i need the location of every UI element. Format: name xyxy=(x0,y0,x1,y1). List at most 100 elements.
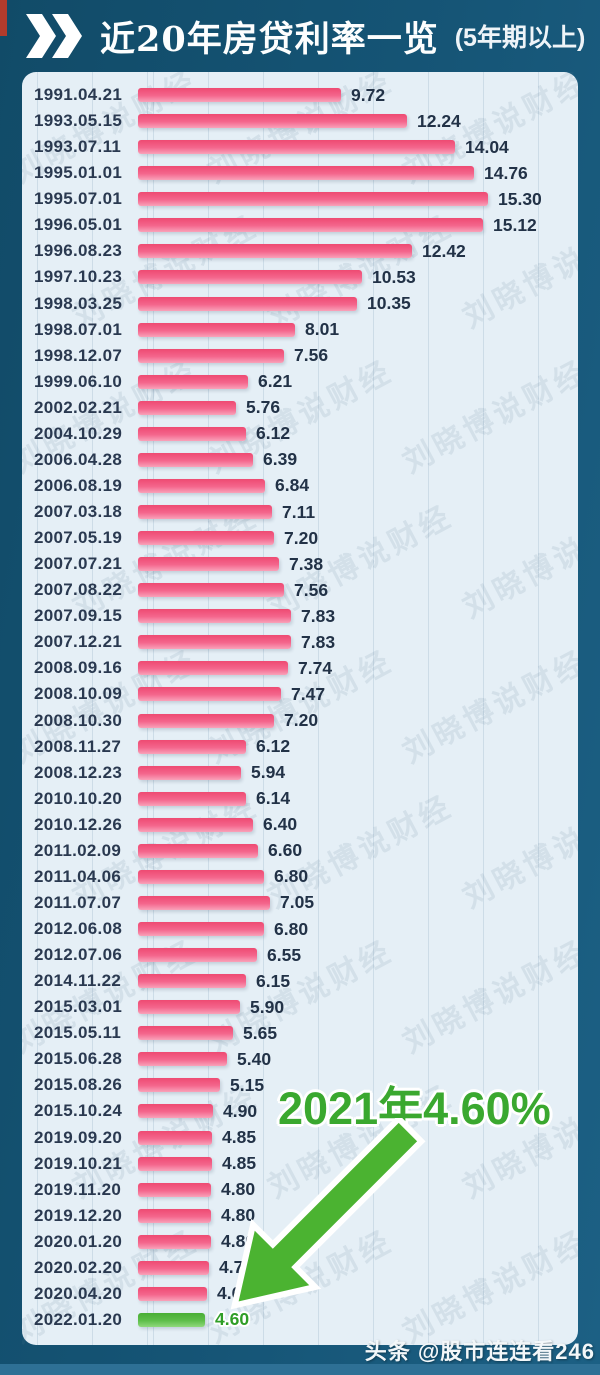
rate-bar xyxy=(138,218,483,233)
value-label: 6.39 xyxy=(263,449,298,470)
date-label: 2015.10.24 xyxy=(34,1101,123,1121)
rate-bar xyxy=(138,1104,213,1119)
rate-bar xyxy=(138,1208,211,1223)
chart-panel: 刘晓博说财经 刘晓博说财经 刘晓博说财经 刘晓博说财经 刘晓博说财经 刘晓博说财经 刘晓博说… xyxy=(22,72,578,1345)
rate-bar xyxy=(138,531,274,546)
date-label: 2007.08.22 xyxy=(34,580,123,600)
rate-bar xyxy=(138,843,258,858)
rate-bar-highlight xyxy=(138,1312,205,1327)
date-label: 2012.07.06 xyxy=(34,945,123,965)
value-label: 6.40 xyxy=(263,814,298,835)
rate-bar xyxy=(138,478,265,493)
value-label: 7.05 xyxy=(280,892,315,913)
value-label: 7.11 xyxy=(282,501,316,522)
date-label: 2010.10.20 xyxy=(34,788,123,808)
chart-row: 1998.07.01 8.01 xyxy=(34,317,570,343)
date-label: 1991.04.21 xyxy=(34,85,123,105)
rate-bar xyxy=(138,635,291,650)
date-label: 2007.09.15 xyxy=(34,606,123,626)
chart-row: 1991.04.21 9.72 xyxy=(34,82,570,108)
value-label: 7.74 xyxy=(298,657,333,678)
rate-bar xyxy=(138,166,474,181)
rate-bar xyxy=(138,140,455,155)
value-label: 15.12 xyxy=(493,214,537,235)
rate-bar xyxy=(138,452,253,467)
chart-row: 1995.07.01 15.30 xyxy=(34,186,570,212)
rate-bar xyxy=(138,739,246,754)
rate-bar xyxy=(138,244,412,259)
chart-row: 2007.08.22 7.56 xyxy=(34,577,570,603)
chart-row: 2008.09.16 7.74 xyxy=(34,655,570,681)
date-label: 2015.08.26 xyxy=(34,1075,123,1095)
value-label: 6.14 xyxy=(256,788,291,809)
value-label: 4.85 xyxy=(222,1153,257,1174)
chart-row: 2002.02.21 5.76 xyxy=(34,395,570,421)
rate-bar xyxy=(138,1260,209,1275)
value-label: 7.20 xyxy=(284,527,319,548)
date-label: 2008.10.09 xyxy=(34,684,123,704)
rate-bar xyxy=(138,1182,211,1197)
rate-bar xyxy=(138,687,281,702)
chart-row: 2008.11.27 6.12 xyxy=(34,734,570,760)
date-label: 2014.11.22 xyxy=(34,971,122,991)
chart-row: 2015.03.01 5.90 xyxy=(34,994,570,1020)
chart-row: 2006.08.19 6.84 xyxy=(34,473,570,499)
chart-row: 2011.04.06 6.80 xyxy=(34,864,570,890)
value-label: 6.60 xyxy=(268,840,303,861)
rate-bar xyxy=(138,1130,212,1145)
date-label: 2020.04.20 xyxy=(34,1283,123,1303)
chart-row: 2007.07.21 7.38 xyxy=(34,551,570,577)
chart-row: 2011.07.07 7.05 xyxy=(34,890,570,916)
rate-bar xyxy=(138,609,291,624)
rate-annotation: 2021年4.60% xyxy=(278,1083,551,1134)
date-label: 2006.04.28 xyxy=(34,449,123,469)
rate-bar xyxy=(138,296,357,311)
rate-bar xyxy=(138,817,253,832)
date-label: 2019.12.20 xyxy=(34,1205,123,1225)
value-label: 5.65 xyxy=(243,1022,278,1043)
date-label: 1997.10.23 xyxy=(34,267,123,287)
date-label: 1998.12.07 xyxy=(34,345,123,365)
date-label: 2011.02.09 xyxy=(34,840,122,860)
rate-bar xyxy=(138,895,270,910)
rate-bar xyxy=(138,1286,207,1301)
chart-row: 2011.02.09 6.60 xyxy=(34,838,570,864)
date-label: 1993.07.11 xyxy=(34,137,122,157)
value-label: 7.20 xyxy=(284,710,319,731)
date-label: 2012.06.08 xyxy=(34,919,123,939)
chart-row: 2015.06.28 5.40 xyxy=(34,1046,570,1072)
rate-bar xyxy=(138,661,288,676)
date-label: 1995.01.01 xyxy=(34,163,123,183)
date-label: 2007.03.18 xyxy=(34,502,123,522)
chart-row: 2004.10.29 6.12 xyxy=(34,421,570,447)
value-label: 4.85 xyxy=(222,1127,257,1148)
chart-row: 2007.05.19 7.20 xyxy=(34,525,570,551)
chart-row: 2007.12.21 7.83 xyxy=(34,629,570,655)
value-label: 6.80 xyxy=(274,866,309,887)
value-label: 5.15 xyxy=(230,1074,265,1095)
value-label: 4.90 xyxy=(223,1100,258,1121)
chart-row: 2019.09.20 4.85 xyxy=(34,1125,570,1151)
value-label: 7.56 xyxy=(294,579,329,600)
chart-row: 2012.06.08 6.80 xyxy=(34,916,570,942)
value-label: 5.40 xyxy=(237,1048,272,1069)
rate-bar xyxy=(138,713,274,728)
rate-bar xyxy=(138,400,236,415)
rate-bar xyxy=(138,1156,212,1171)
rate-bar xyxy=(138,88,341,103)
date-label: 2015.06.28 xyxy=(34,1049,123,1069)
value-label: 14.76 xyxy=(484,162,528,183)
date-label: 1998.03.25 xyxy=(34,293,123,313)
rate-bar xyxy=(138,192,488,207)
chart-row: 1995.01.01 14.76 xyxy=(34,160,570,186)
value-label: 4.80 xyxy=(221,1179,256,1200)
chart-row: 1999.06.10 6.21 xyxy=(34,369,570,395)
red-corner-strip xyxy=(0,0,7,36)
rate-bar xyxy=(138,1052,227,1067)
rate-bar xyxy=(138,1078,220,1093)
value-label: 5.76 xyxy=(246,397,281,418)
chart-row: 2008.10.09 7.47 xyxy=(34,681,570,707)
date-label: 2008.10.30 xyxy=(34,710,123,730)
value-label: 4.80 xyxy=(221,1205,256,1226)
date-label: 2008.12.23 xyxy=(34,762,123,782)
